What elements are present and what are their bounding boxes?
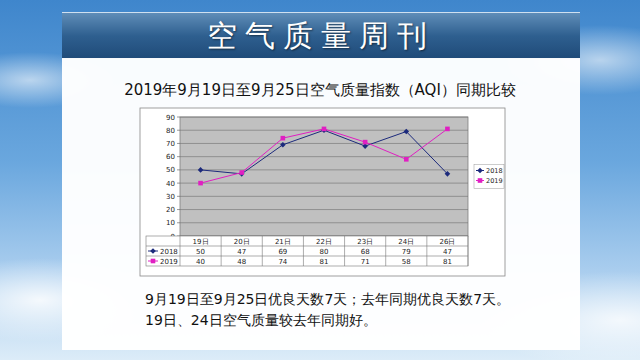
table-value: 74 bbox=[278, 258, 287, 266]
x-tick-label: 22日 bbox=[316, 238, 332, 246]
y-tick-label: 90 bbox=[166, 114, 175, 122]
table-value: 79 bbox=[402, 248, 411, 256]
y-tick bbox=[177, 156, 180, 157]
annotation: 19日、24日空气质量较去年同期好。 bbox=[145, 312, 377, 328]
table-rule bbox=[221, 236, 222, 266]
grid-line bbox=[180, 222, 468, 223]
y-tick-label: 80 bbox=[166, 127, 175, 135]
point bbox=[445, 171, 451, 177]
x-tick-label: 20日 bbox=[234, 238, 250, 246]
point bbox=[239, 171, 245, 177]
table-rule bbox=[146, 246, 468, 247]
legend-box bbox=[474, 165, 504, 189]
legend-label: 2018 bbox=[486, 167, 503, 175]
table-key-marker bbox=[151, 259, 156, 264]
point bbox=[445, 127, 450, 132]
grid-line bbox=[180, 183, 468, 184]
point bbox=[321, 127, 327, 133]
x-tick-label: 21日 bbox=[275, 238, 291, 246]
table-key-marker bbox=[150, 248, 156, 254]
chart-title: 2019年9月19日至9月25日空气质量指数（AQI）同期比较 bbox=[124, 81, 516, 99]
table-value: 81 bbox=[320, 258, 329, 266]
table-rule bbox=[262, 236, 263, 266]
table-value: 47 bbox=[443, 248, 452, 256]
table-series-name: 2019 bbox=[160, 258, 178, 266]
legend-marker bbox=[477, 168, 483, 174]
y-tick bbox=[177, 222, 180, 223]
point bbox=[363, 140, 368, 145]
annotation: 9月19日至9月25日优良天数7天；去年同期优良天数7天。 bbox=[145, 291, 510, 307]
point bbox=[404, 157, 409, 162]
x-tick-label: 26日 bbox=[439, 238, 455, 246]
series-line bbox=[201, 129, 448, 183]
legend-label: 2019 bbox=[486, 177, 503, 185]
grid-line bbox=[180, 169, 468, 170]
series-group bbox=[198, 127, 450, 186]
table-value: 80 bbox=[320, 248, 329, 256]
x-tick-label: 23日 bbox=[357, 238, 373, 246]
table-rule bbox=[344, 236, 345, 266]
table-value: 47 bbox=[237, 248, 246, 256]
grid-line bbox=[180, 196, 468, 197]
table-rule bbox=[468, 236, 469, 266]
table-value: 40 bbox=[196, 258, 205, 266]
table-value: 68 bbox=[361, 248, 370, 256]
grid-line bbox=[180, 117, 468, 118]
x-tick-label: 24日 bbox=[398, 238, 414, 246]
y-tick bbox=[177, 209, 180, 210]
point bbox=[281, 136, 286, 141]
table-rule bbox=[180, 236, 181, 266]
plot-area bbox=[180, 117, 468, 236]
table-value: 69 bbox=[278, 248, 287, 256]
chart-frame bbox=[140, 108, 505, 276]
x-tick-label: 19日 bbox=[193, 238, 209, 246]
chart: 2019年9月19日至9月25日空气质量指数（AQI）同期比较010203040… bbox=[0, 0, 640, 360]
point bbox=[280, 142, 286, 148]
point bbox=[198, 181, 203, 186]
y-tick bbox=[177, 143, 180, 144]
y-tick-label: 20 bbox=[166, 206, 175, 214]
y-tick bbox=[177, 117, 180, 118]
y-tick-label: 70 bbox=[166, 140, 175, 148]
table-value: 81 bbox=[443, 258, 452, 266]
table-value: 50 bbox=[196, 248, 205, 256]
point bbox=[403, 129, 409, 135]
table-rule bbox=[426, 236, 427, 266]
table-value: 71 bbox=[361, 258, 370, 266]
y-tick bbox=[177, 183, 180, 184]
table-rule bbox=[385, 236, 386, 266]
y-tick bbox=[177, 169, 180, 170]
table-value: 58 bbox=[402, 258, 411, 266]
table-rule bbox=[303, 236, 304, 266]
banner: 空气质量周刊 bbox=[62, 12, 580, 59]
table-series-name: 2018 bbox=[160, 248, 178, 256]
grid-line bbox=[180, 143, 468, 144]
y-tick-label: 50 bbox=[166, 166, 175, 174]
series-line bbox=[201, 130, 448, 174]
y-tick-label: 40 bbox=[166, 180, 175, 188]
y-tick bbox=[177, 196, 180, 197]
table-value: 48 bbox=[237, 258, 246, 266]
point bbox=[322, 127, 327, 132]
legend-marker bbox=[478, 178, 483, 183]
table-rule bbox=[146, 256, 468, 257]
y-tick-label: 30 bbox=[166, 193, 175, 201]
grid-line bbox=[180, 156, 468, 157]
y-tick bbox=[177, 130, 180, 131]
data-table bbox=[146, 236, 468, 266]
point bbox=[198, 167, 204, 173]
y-tick-label: 60 bbox=[166, 153, 175, 161]
y-tick-label: 10 bbox=[166, 219, 175, 227]
point bbox=[239, 170, 244, 175]
grid-line bbox=[180, 209, 468, 210]
